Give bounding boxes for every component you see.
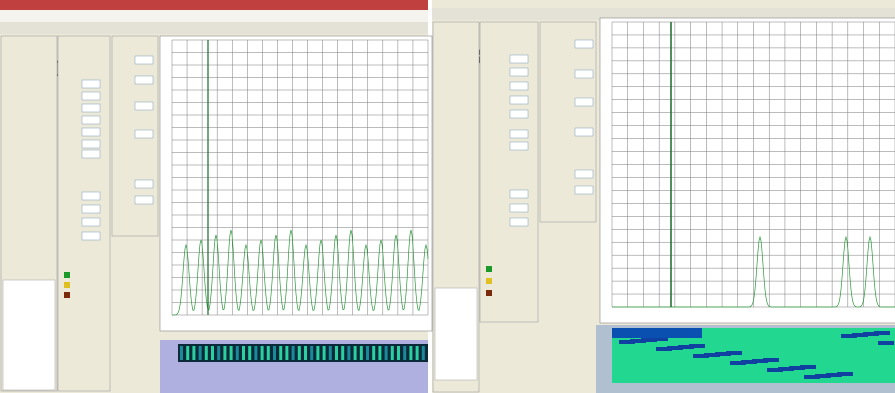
left-window: -69.71 dBm <box>0 0 428 393</box>
power-reading: -69.71 <box>2 56 56 82</box>
power-unit: dBm <box>432 68 480 91</box>
page: {"left_window": {"reading": "-69.71", "u… <box>0 0 895 393</box>
power-reading: -78.32 <box>432 44 480 70</box>
right-window: -78.32 dBm <box>432 0 895 393</box>
power-unit: dBm <box>2 80 56 103</box>
